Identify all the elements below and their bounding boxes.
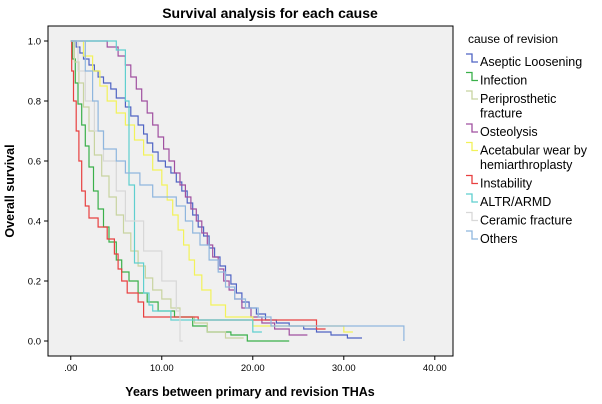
x-axis: .00 10.00 20.00 30.00 40.00 [64, 356, 447, 374]
legend-label-acetabular-wear-by-hemiarthroplasty: Acetabular wear by [480, 144, 588, 158]
series-line-altr-armd [70, 40, 262, 333]
legend-label-ceramic-fracture: Ceramic fracture [480, 214, 572, 228]
x-tick-label: 20.00 [241, 363, 265, 374]
y-axis-label: Overall survival [3, 144, 17, 237]
legend-label-others: Others [480, 232, 518, 246]
legend-swatch-acetabular-wear-by-hemiarthroplasty [466, 141, 478, 152]
legend-swatch-infection [466, 71, 478, 82]
y-tick-label: 0.0 [28, 337, 41, 348]
legend-swatch-osteolysis [466, 123, 478, 133]
x-tick-label: 10.00 [150, 363, 174, 374]
legend-label-periprosthetic-fracture: Periprosthetic [480, 92, 556, 106]
legend-label-periprosthetic-fracture: fracture [480, 107, 522, 121]
legend-swatch-ceramic-fracture [466, 211, 478, 222]
legend-swatch-periprosthetic-fracture [466, 90, 478, 100]
x-axis-label: Years between primary and revision THAs [125, 385, 374, 399]
legend-swatch-altr-armd [466, 193, 478, 203]
y-tick-label: 0.6 [28, 157, 41, 168]
legend-swatch-instability [466, 174, 478, 185]
y-axis: 0.0 0.2 0.4 0.6 0.8 1.0 [28, 37, 48, 348]
legend-swatch-aseptic-loosening [466, 53, 478, 63]
legend-label-infection: Infection [480, 74, 527, 88]
x-tick-label: .00 [64, 363, 77, 374]
x-tick-label: 40.00 [423, 363, 447, 374]
y-tick-label: 1.0 [28, 37, 41, 48]
series-line-osteolysis [70, 40, 308, 336]
legend-label-osteolysis: Osteolysis [480, 125, 538, 139]
legend-label-aseptic-loosening: Aseptic Loosening [480, 55, 582, 69]
y-tick-label: 0.4 [28, 217, 41, 228]
legend-label-altr-armd: ALTR/ARMD [480, 195, 551, 209]
series-line-infection [70, 40, 290, 342]
legend-swatch-others [466, 230, 478, 240]
x-tick-label: 30.00 [332, 363, 356, 374]
series-line-instability [70, 40, 326, 330]
y-tick-label: 0.8 [28, 97, 41, 108]
legend-label-acetabular-wear-by-hemiarthroplasty: hemiarthroplasty [480, 158, 573, 172]
legend-label-instability: Instability [480, 177, 533, 191]
legend-title: cause of revision [468, 32, 558, 46]
legend: cause of revision Aseptic Loosening Infec… [466, 32, 588, 246]
plot-area [47, 25, 454, 357]
series-line-others [70, 40, 405, 341]
chart-title: Survival analysis for each cause [162, 5, 378, 21]
y-tick-label: 0.2 [28, 277, 41, 288]
series-line-acetabular-wear-by-hemiarthroplasty [70, 40, 353, 333]
series-group [70, 40, 405, 342]
series-line-ceramic-fracture [70, 40, 183, 342]
